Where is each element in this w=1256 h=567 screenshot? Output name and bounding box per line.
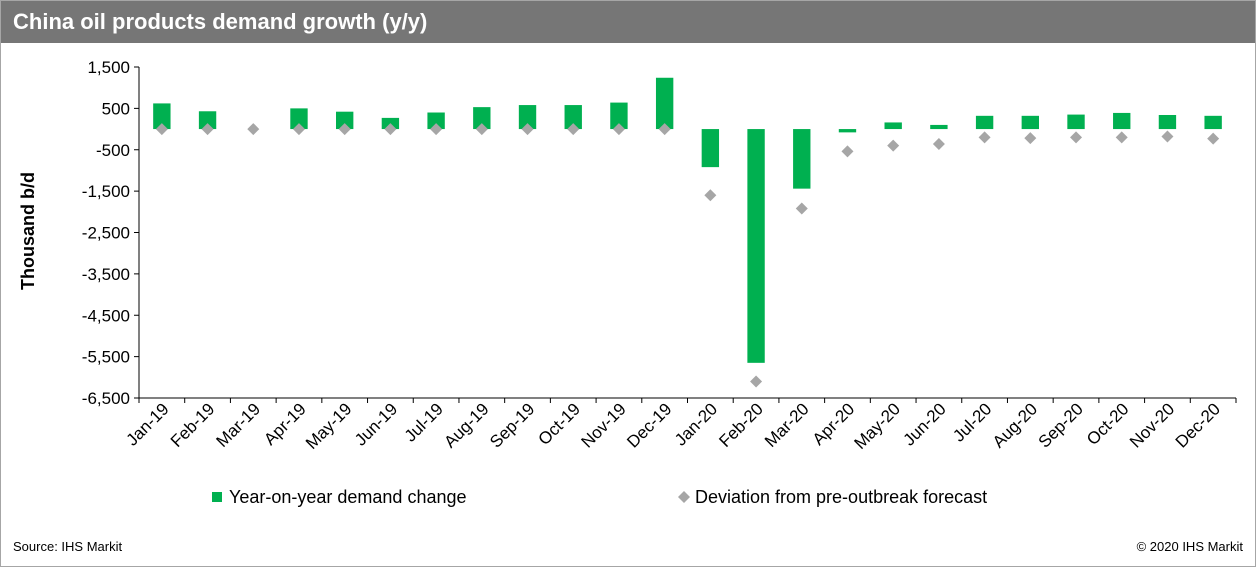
y-tick-label: -6,500 — [82, 389, 130, 408]
marker-point — [155, 123, 168, 136]
x-tick-label: Dec-19 — [623, 399, 675, 451]
marker-point — [612, 123, 625, 136]
x-tick-label: Oct-20 — [1083, 399, 1133, 449]
marker-point — [1207, 132, 1220, 145]
bar — [1067, 114, 1085, 130]
title-bar: China oil products demand growth (y/y) — [1, 1, 1255, 43]
y-tick-label: -500 — [96, 141, 130, 160]
marker-point — [1115, 131, 1128, 144]
x-tick-label: Apr-19 — [260, 399, 310, 449]
x-tick-label: Jan-19 — [122, 399, 172, 449]
marker-point — [750, 375, 763, 388]
bar — [1113, 112, 1131, 130]
bar — [793, 129, 811, 189]
bar — [518, 105, 537, 130]
x-tick-label: Nov-19 — [578, 399, 630, 451]
bar — [884, 122, 902, 130]
bar — [975, 115, 994, 130]
marker-series — [155, 123, 1220, 388]
marker-point — [384, 123, 397, 136]
copyright-note: © 2020 IHS Markit — [1136, 539, 1243, 554]
y-tick-label: 500 — [102, 99, 130, 118]
y-axis-title: Thousand b/d — [18, 172, 38, 290]
x-tick-label: Feb-20 — [715, 399, 767, 451]
bar — [198, 111, 217, 130]
x-tick-label: Mar-20 — [761, 399, 813, 451]
bar-series — [153, 77, 1222, 363]
marker-point — [1024, 132, 1037, 145]
y-tick-label: -5,500 — [82, 348, 130, 367]
axes — [138, 67, 1237, 403]
x-tick-label: Sep-19 — [486, 399, 538, 451]
marker-point — [795, 202, 808, 215]
legend-swatch-bar — [212, 492, 222, 502]
bar — [1204, 115, 1222, 130]
legend-label-marker: Deviation from pre-outbreak forecast — [695, 487, 987, 507]
marker-point — [1070, 131, 1083, 144]
source-note: Source: IHS Markit — [13, 539, 123, 554]
x-tick-label: Aug-20 — [989, 399, 1041, 451]
bar — [747, 129, 765, 363]
y-axis: 1,500 500 -500 -1,500 -2,500 -3,500 -4,500 -5,5… — [82, 58, 139, 408]
marker-point — [887, 139, 900, 152]
x-tick-label: Feb-19 — [167, 399, 219, 451]
marker-point — [247, 123, 260, 136]
marker-point — [932, 137, 945, 150]
x-tick-label: Jan-20 — [671, 399, 721, 449]
bar — [1158, 114, 1177, 130]
x-tick-label: Oct-19 — [535, 399, 585, 449]
bar — [427, 112, 445, 130]
y-tick-label: -4,500 — [82, 306, 130, 325]
legend-swatch-marker — [678, 491, 690, 503]
y-tick-label: 1,500 — [87, 58, 130, 77]
marker-point — [704, 189, 717, 202]
marker-point — [201, 123, 214, 136]
marker-point — [658, 123, 671, 136]
chart-title: China oil products demand growth (y/y) — [13, 9, 428, 34]
y-tick-label: -2,500 — [82, 224, 130, 243]
x-tick-label: Apr-20 — [809, 399, 859, 449]
marker-point — [475, 123, 488, 136]
bar — [701, 129, 720, 168]
bar — [290, 108, 308, 130]
y-tick-label: -1,500 — [82, 182, 130, 201]
bar — [564, 105, 582, 130]
marker-point — [841, 145, 854, 158]
legend: Year-on-year demand change Deviation from… — [212, 487, 987, 507]
x-tick-label: Aug-19 — [440, 399, 492, 451]
bar — [930, 124, 948, 130]
bar — [655, 77, 674, 130]
bar — [610, 102, 628, 130]
marker-point — [292, 123, 305, 136]
x-tick-label: May-19 — [302, 399, 356, 453]
bar — [153, 103, 171, 130]
bar — [1021, 115, 1039, 130]
marker-point — [521, 123, 534, 136]
x-tick-label: Jun-19 — [351, 399, 401, 449]
x-tick-label: Sep-20 — [1035, 399, 1087, 451]
marker-point — [567, 123, 580, 136]
x-tick-label: Nov-20 — [1126, 399, 1178, 451]
x-tick-label: Dec-20 — [1172, 399, 1224, 451]
x-tick-label: May-20 — [850, 399, 904, 453]
marker-point — [338, 123, 351, 136]
x-tick-label: Jun-20 — [900, 399, 950, 449]
x-tick-label: Mar-19 — [213, 399, 265, 451]
marker-point — [1161, 130, 1174, 143]
bar — [336, 111, 354, 130]
marker-point — [978, 131, 991, 144]
y-tick-label: -3,500 — [82, 265, 130, 284]
bar — [473, 107, 491, 130]
bar — [838, 129, 857, 133]
marker-point — [430, 123, 443, 136]
legend-label-bar: Year-on-year demand change — [229, 487, 467, 507]
